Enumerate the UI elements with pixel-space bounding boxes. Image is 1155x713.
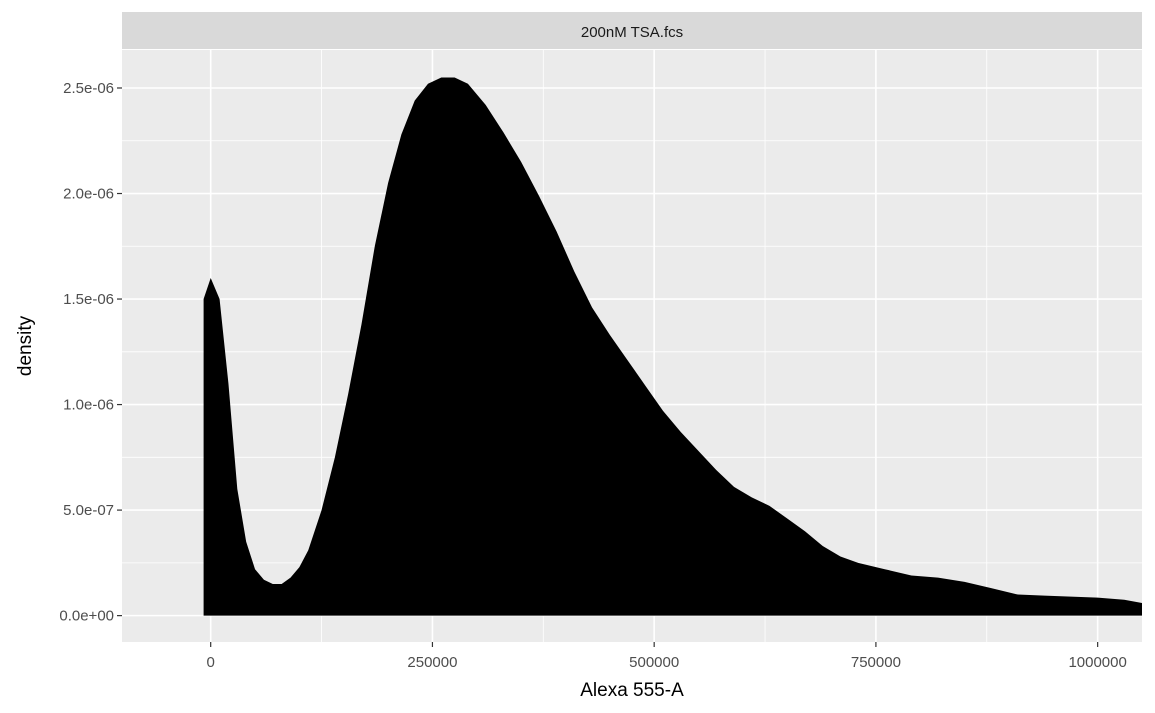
y-axis: 0.0e+00 5.0e-07 1.0e-06 1.5e-06 2.0e-06 2.5e-…	[59, 80, 122, 625]
y-tick-label: 5.0e-07	[63, 502, 114, 519]
y-tick-label: 0.0e+00	[59, 608, 114, 625]
facet-strip-label: 200nM TSA.fcs	[581, 24, 683, 41]
y-tick-label: 2.0e-06	[63, 186, 114, 203]
x-tick-label: 750000	[851, 654, 901, 671]
x-axis-title: Alexa 555-A	[580, 680, 684, 701]
x-tick-label: 0	[207, 654, 215, 671]
y-tick-label: 1.5e-06	[63, 291, 114, 308]
y-tick-label: 1.0e-06	[63, 397, 114, 414]
x-tick-label: 500000	[629, 654, 679, 671]
facet-strip	[122, 12, 1142, 49]
density-area-layer	[203, 77, 1143, 616]
y-axis-title: density	[15, 315, 36, 376]
density-area	[203, 77, 1143, 616]
x-tick-label: 250000	[407, 654, 457, 671]
x-tick-label: 1000000	[1068, 654, 1126, 671]
y-tick-label: 2.5e-06	[63, 80, 114, 97]
x-axis: 0 250000 500000 750000 1000000	[207, 642, 1127, 671]
